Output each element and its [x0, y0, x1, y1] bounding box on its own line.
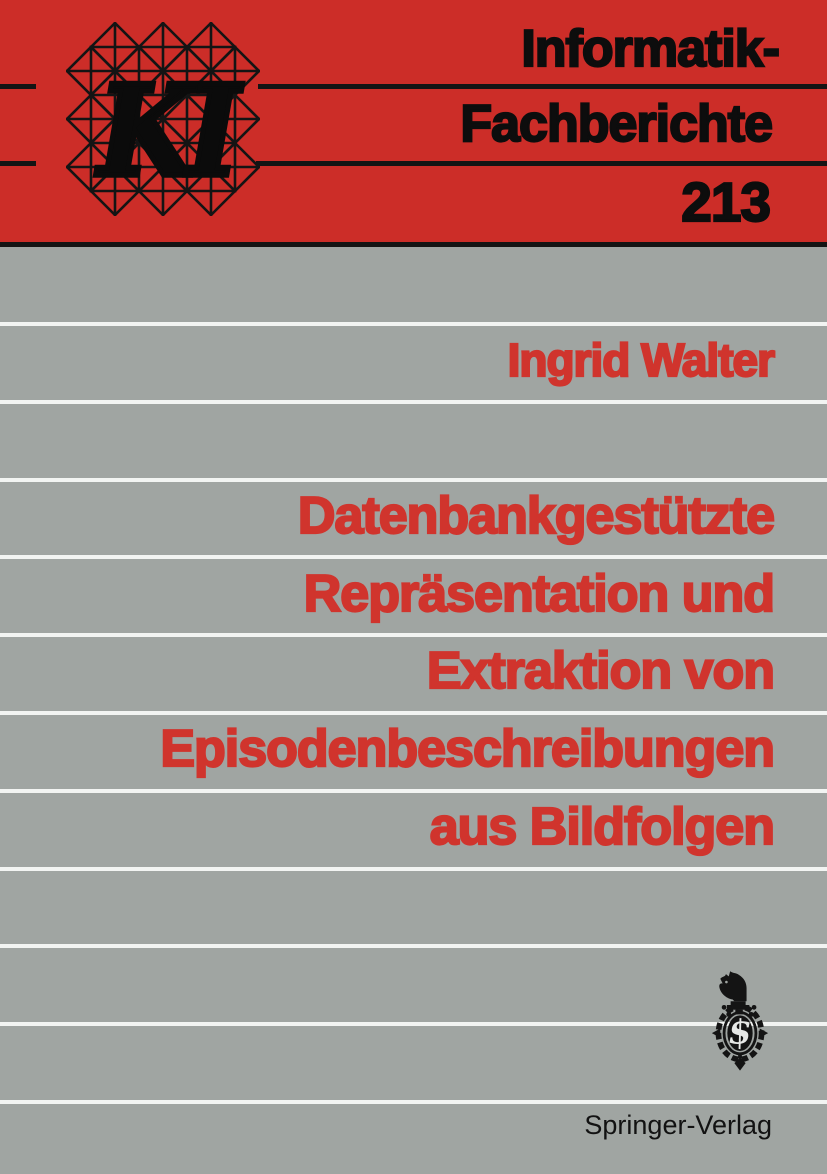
banner-separator-line	[0, 242, 827, 247]
series-title-line-2: Fachberichte	[459, 95, 774, 153]
banner-rule-top-left	[0, 84, 36, 89]
title-line: Datenbankgestützte	[297, 487, 776, 545]
springer-knight-icon: S	[711, 971, 769, 1071]
horizontal-stripe	[0, 867, 827, 871]
title-line: aus Bildfolgen	[429, 798, 776, 856]
author-name: Ingrid Walter	[506, 334, 776, 386]
volume-number: 213	[680, 171, 772, 233]
title-line: Extraktion von	[426, 642, 776, 700]
horizontal-stripe	[0, 478, 827, 482]
horizontal-stripe	[0, 400, 827, 404]
title-line: Repräsentation und	[303, 565, 776, 623]
series-title-line-1: Informatik-	[520, 20, 781, 78]
publisher-name: Springer-Verlag	[584, 1110, 772, 1140]
banner-rule-top-right	[258, 84, 827, 89]
horizontal-stripe	[0, 1100, 827, 1104]
series-banner: KI Informatik- Fachberichte 213	[0, 0, 827, 242]
horizontal-stripe	[0, 555, 827, 559]
ki-initials: KI	[95, 58, 243, 206]
banner-rule-bottom-left	[0, 161, 36, 166]
ki-lattice-icon: KI	[66, 22, 260, 216]
horizontal-stripe	[0, 711, 827, 715]
horizontal-stripe	[0, 1022, 827, 1026]
title-line: Episodenbeschreibungen	[159, 720, 776, 778]
horizontal-stripe	[0, 322, 827, 326]
banner-rule-bottom-right	[256, 161, 827, 166]
horizontal-stripe	[0, 944, 827, 948]
horizontal-stripe	[0, 633, 827, 637]
horizontal-stripe	[0, 789, 827, 793]
